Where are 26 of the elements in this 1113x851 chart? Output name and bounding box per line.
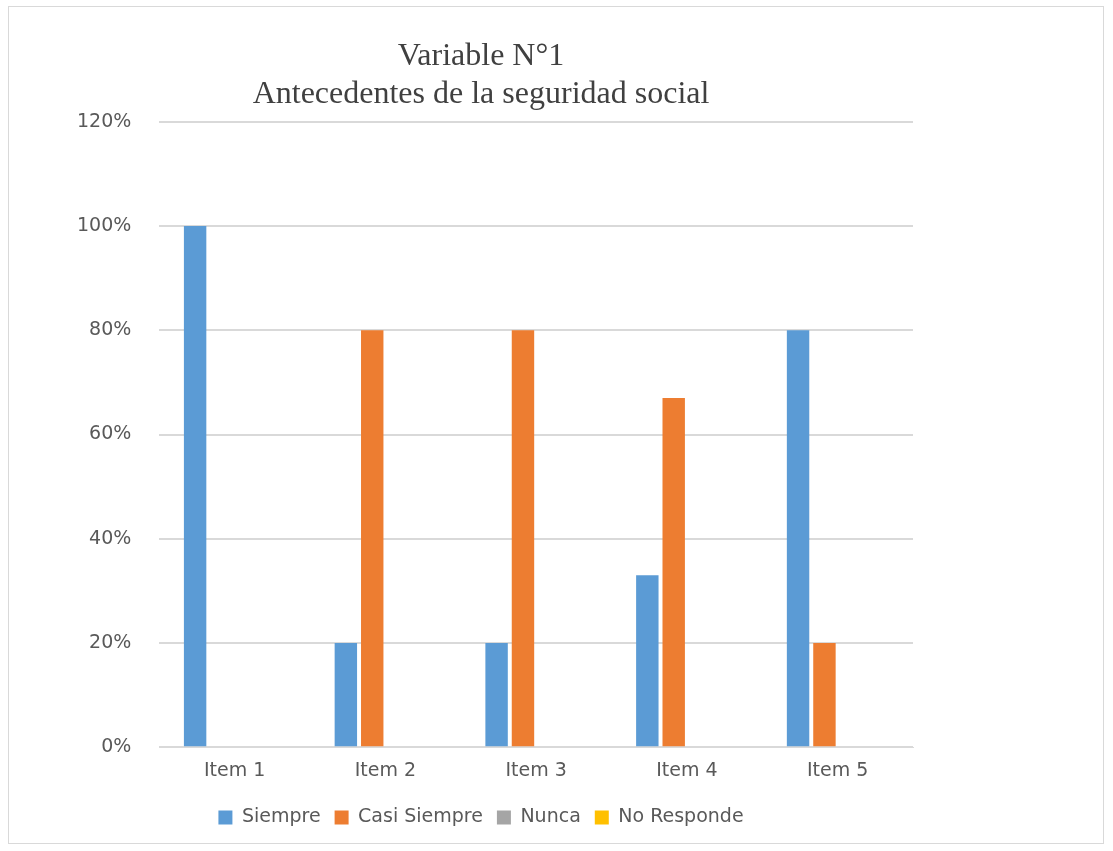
- y-tick-label: 120%: [76, 108, 132, 131]
- legend-label: Siempre: [241, 804, 321, 827]
- y-tick-label: 80%: [89, 317, 132, 340]
- legend-label: Casi Siempre: [358, 804, 483, 827]
- bar: [813, 642, 836, 747]
- bar: [485, 642, 508, 747]
- y-tick-label: 40%: [89, 525, 132, 548]
- bar: [786, 330, 810, 747]
- x-tick-label: Item 3: [505, 757, 567, 780]
- bar: [511, 330, 535, 747]
- y-tick-label: 20%: [89, 629, 132, 652]
- bar: [361, 330, 384, 747]
- bar: [636, 575, 659, 747]
- x-tick-label: Item 4: [656, 757, 718, 780]
- x-tick-label: Item 1: [203, 757, 266, 780]
- y-tick-label: 60%: [89, 421, 132, 444]
- y-tick-label: 0%: [101, 734, 132, 757]
- y-tick-label: 100%: [76, 212, 132, 235]
- chart-title: Variable N°1 Antecedentes de la seguridad social: [252, 35, 710, 111]
- bar: [183, 226, 207, 747]
- x-tick-label: Item 2: [354, 757, 417, 780]
- bar: [334, 642, 358, 747]
- bar: [662, 398, 685, 747]
- x-tick-label: Item 5: [806, 757, 869, 780]
- legend-label: No Responde: [618, 804, 744, 827]
- legend-label: Nunca: [520, 804, 581, 827]
